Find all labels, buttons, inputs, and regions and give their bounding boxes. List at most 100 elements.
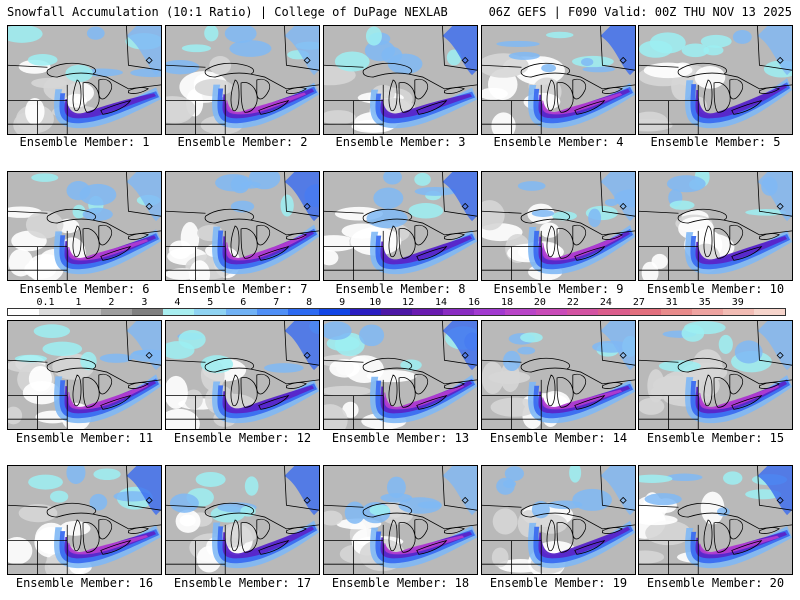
ensemble-member-map [7, 320, 162, 430]
ensemble-member-label: Ensemble Member: 15 [637, 431, 794, 445]
ensemble-member-map [481, 320, 636, 430]
colorbar-tick-label: 18 [501, 298, 513, 308]
chart-title: Snowfall Accumulation (10:1 Ratio) | Col… [7, 4, 448, 20]
snowfall-map [639, 172, 792, 280]
ensemble-member-map [323, 25, 478, 135]
colorbar-swatch [754, 309, 785, 315]
snowfall-map [324, 466, 477, 574]
colorbar-tick-label: 4 [174, 298, 180, 308]
colorbar-swatch [630, 309, 661, 315]
colorbar-tick-label: 39 [732, 298, 744, 308]
colorbar-swatch [101, 309, 132, 315]
run-valid-info: 06Z GEFS | F090 Valid: 00Z THU NOV 13 20… [489, 4, 792, 20]
ensemble-member-label: Ensemble Member: 2 [164, 135, 321, 149]
snowfall-map [482, 172, 635, 280]
colorbar-swatch [8, 309, 39, 315]
colorbar-swatch [598, 309, 629, 315]
snowfall-map [482, 321, 635, 429]
snowfall-map [166, 26, 319, 134]
colorbar-tick-label: 1 [75, 298, 81, 308]
snowfall-map [166, 466, 319, 574]
ensemble-member-map [638, 320, 793, 430]
ensemble-member-map [7, 171, 162, 281]
snowfall-map [166, 321, 319, 429]
colorbar-swatch [381, 309, 412, 315]
colorbar-tick-label: 31 [666, 298, 678, 308]
ensemble-member-label: Ensemble Member: 13 [322, 431, 479, 445]
colorbar-swatch [70, 309, 101, 315]
colorbar: 0.1123456789101214161820222427313539 [7, 298, 786, 316]
ensemble-member-map [481, 25, 636, 135]
ensemble-member-label: Ensemble Member: 8 [322, 282, 479, 296]
ensemble-member-label: Ensemble Member: 9 [480, 282, 637, 296]
snowfall-map [166, 172, 319, 280]
ensemble-member-map [165, 320, 320, 430]
colorbar-swatch [536, 309, 567, 315]
colorbar-tick-label: 16 [468, 298, 480, 308]
ensemble-member-map [323, 465, 478, 575]
colorbar-tick-label: 12 [402, 298, 414, 308]
ensemble-member-label: Ensemble Member: 12 [164, 431, 321, 445]
snowfall-map [8, 466, 161, 574]
ensemble-member-map [638, 171, 793, 281]
colorbar-tick-label: 9 [339, 298, 345, 308]
snowfall-map [8, 26, 161, 134]
colorbar-tick-label: 3 [141, 298, 147, 308]
colorbar-swatch [39, 309, 70, 315]
snowfall-map [324, 26, 477, 134]
colorbar-swatch [474, 309, 505, 315]
colorbar-swatch [194, 309, 225, 315]
colorbar-swatch [257, 309, 288, 315]
ensemble-member-map [481, 465, 636, 575]
colorbar-tick-label: 7 [273, 298, 279, 308]
colorbar-swatch [723, 309, 754, 315]
colorbar-swatches [7, 308, 786, 316]
colorbar-tick-label: 8 [306, 298, 312, 308]
colorbar-swatch [319, 309, 350, 315]
ensemble-member-label: Ensemble Member: 14 [480, 431, 637, 445]
colorbar-tick-label: 35 [699, 298, 711, 308]
ensemble-member-map [481, 171, 636, 281]
ensemble-member-label: Ensemble Member: 1 [6, 135, 163, 149]
colorbar-tick-label: 24 [600, 298, 612, 308]
snowfall-map [639, 26, 792, 134]
colorbar-tick-label: 20 [534, 298, 546, 308]
colorbar-swatch [505, 309, 536, 315]
ensemble-member-map [638, 25, 793, 135]
ensemble-member-label: Ensemble Member: 3 [322, 135, 479, 149]
colorbar-swatch [692, 309, 723, 315]
ensemble-member-map [7, 25, 162, 135]
snowfall-map [482, 466, 635, 574]
ensemble-member-label: Ensemble Member: 19 [480, 576, 637, 590]
ensemble-member-label: Ensemble Member: 18 [322, 576, 479, 590]
ensemble-member-map [323, 171, 478, 281]
colorbar-tick-label: 14 [435, 298, 447, 308]
colorbar-tick-label: 2 [108, 298, 114, 308]
ensemble-member-map [165, 25, 320, 135]
colorbar-tick-label: 27 [633, 298, 645, 308]
colorbar-tick-label: 10 [369, 298, 381, 308]
ensemble-member-label: Ensemble Member: 6 [6, 282, 163, 296]
colorbar-swatch [350, 309, 381, 315]
ensemble-member-label: Ensemble Member: 5 [637, 135, 794, 149]
colorbar-tick-label: 5 [207, 298, 213, 308]
ensemble-member-label: Ensemble Member: 11 [6, 431, 163, 445]
colorbar-swatch [567, 309, 598, 315]
colorbar-swatch [226, 309, 257, 315]
colorbar-swatch [288, 309, 319, 315]
snowfall-map [324, 172, 477, 280]
ensemble-member-map [638, 465, 793, 575]
ensemble-member-map [165, 465, 320, 575]
colorbar-tick-label: 22 [567, 298, 579, 308]
colorbar-tick-label: 0.1 [36, 298, 54, 308]
colorbar-swatch [132, 309, 163, 315]
colorbar-swatch [412, 309, 443, 315]
colorbar-tick-label: 6 [240, 298, 246, 308]
ensemble-member-label: Ensemble Member: 4 [480, 135, 637, 149]
colorbar-swatch [661, 309, 692, 315]
ensemble-member-map [165, 171, 320, 281]
ensemble-member-label: Ensemble Member: 10 [637, 282, 794, 296]
snowfall-map [639, 321, 792, 429]
colorbar-swatch [443, 309, 474, 315]
colorbar-swatch [163, 309, 194, 315]
